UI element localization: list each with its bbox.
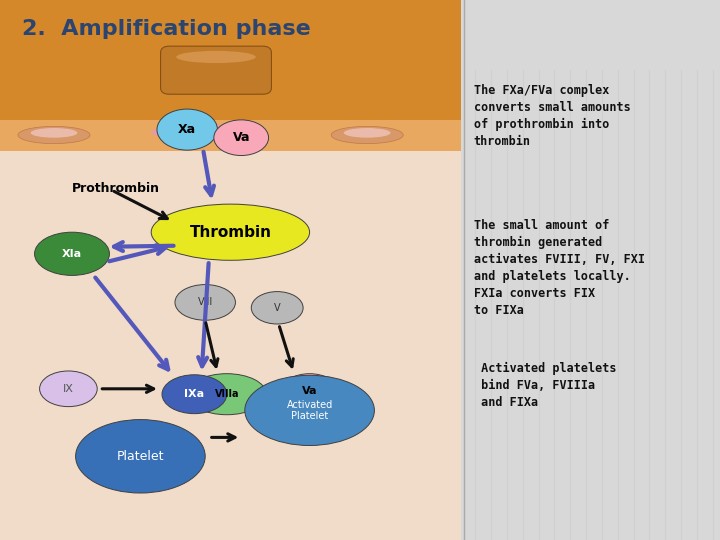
- Text: The FXa/FVa complex
converts small amounts
of prothrombin into
thrombin: The FXa/FVa complex converts small amoun…: [474, 84, 631, 148]
- Ellipse shape: [245, 375, 374, 445]
- Ellipse shape: [176, 51, 256, 63]
- Text: Va: Va: [302, 387, 318, 396]
- Ellipse shape: [187, 374, 266, 415]
- Ellipse shape: [151, 125, 259, 140]
- Text: Prothrombin: Prothrombin: [72, 183, 160, 195]
- Text: Activated
Platelet: Activated Platelet: [287, 400, 333, 421]
- Text: IXa: IXa: [184, 389, 204, 399]
- Ellipse shape: [162, 375, 227, 414]
- Text: XIa: XIa: [62, 249, 82, 259]
- Text: 2.  Amplification phase: 2. Amplification phase: [22, 19, 310, 39]
- Ellipse shape: [175, 285, 235, 320]
- Ellipse shape: [281, 374, 338, 409]
- Text: Thrombin: Thrombin: [189, 225, 271, 240]
- Text: VIII: VIII: [197, 298, 213, 307]
- Ellipse shape: [344, 128, 390, 138]
- Text: V: V: [274, 303, 281, 313]
- Text: VIIIa: VIIIa: [215, 389, 239, 399]
- Text: Activated platelets
 bind FVa, FVIIIa
 and FIXa: Activated platelets bind FVa, FVIIIa and…: [474, 362, 616, 409]
- Ellipse shape: [331, 126, 403, 144]
- Ellipse shape: [251, 292, 303, 324]
- Ellipse shape: [214, 120, 269, 156]
- Ellipse shape: [18, 126, 90, 144]
- Text: The small amount of
thrombin generated
activates FVIII, FV, FXI
and platelets lo: The small amount of thrombin generated a…: [474, 219, 645, 317]
- Text: Platelet: Platelet: [117, 450, 164, 463]
- Ellipse shape: [151, 204, 310, 260]
- Ellipse shape: [157, 109, 217, 150]
- FancyBboxPatch shape: [0, 0, 720, 70]
- Ellipse shape: [76, 420, 205, 493]
- FancyBboxPatch shape: [0, 120, 461, 151]
- Text: IX: IX: [63, 384, 74, 394]
- Ellipse shape: [30, 128, 78, 138]
- Bar: [0, 0, 461, 124]
- Text: Xa: Xa: [178, 123, 197, 136]
- Text: Va: Va: [233, 131, 250, 144]
- Bar: [0, 124, 461, 540]
- FancyBboxPatch shape: [161, 46, 271, 94]
- Ellipse shape: [40, 371, 97, 407]
- Ellipse shape: [35, 232, 109, 275]
- Ellipse shape: [169, 66, 263, 83]
